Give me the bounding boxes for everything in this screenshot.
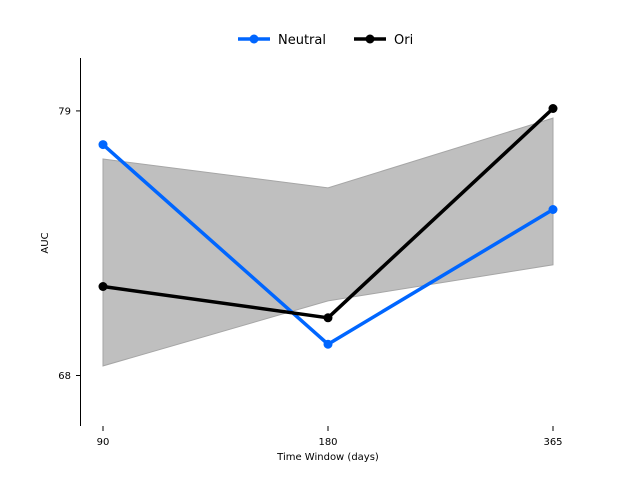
y-tick-label: 79 [58, 106, 71, 117]
data-point-neutral-180 [323, 339, 333, 349]
x-tick-label: 365 [543, 437, 562, 448]
x-tick-label: 180 [318, 437, 337, 448]
legend-item-neutral: Neutral [238, 33, 326, 48]
legend-marker-ori [365, 34, 375, 44]
data-point-ori-90 [98, 282, 108, 291]
legend: Neutral Ori [238, 33, 413, 48]
x-tick-label: 90 [97, 437, 110, 448]
confidence-band [102, 117, 554, 367]
legend-label-neutral: Neutral [278, 33, 326, 48]
data-point-neutral-365 [548, 205, 558, 214]
legend-item-ori: Ori [354, 33, 413, 48]
legend-marker-neutral [249, 34, 259, 44]
x-axis-ticks: 90 180 365 [97, 426, 563, 448]
confidence-band-layer [102, 117, 554, 367]
data-point-neutral-90 [98, 140, 108, 150]
y-tick-label: 68 [58, 371, 71, 382]
data-point-ori-180 [323, 313, 333, 323]
data-point-ori-365 [548, 104, 558, 113]
series-layer [98, 104, 558, 349]
y-axis-ticks: 68 79 [58, 106, 81, 382]
y-axis-title: AUC [40, 232, 51, 253]
x-axis-title: Time Window (days) [276, 452, 379, 463]
legend-label-ori: Ori [394, 33, 413, 48]
